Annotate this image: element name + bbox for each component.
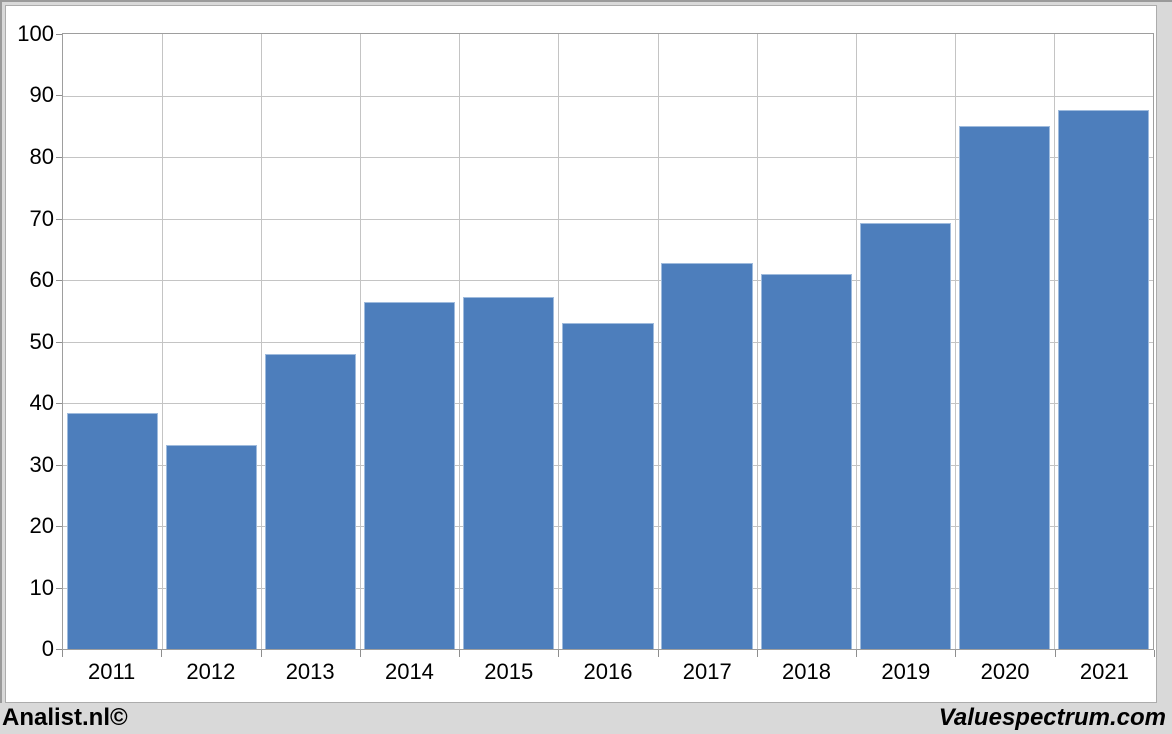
x-axis: 2011 2012 2013 2014 2015 2016 2017 2018 2019 2020… bbox=[62, 659, 1154, 685]
x-tick-mark-2 bbox=[261, 650, 262, 657]
x-tick-mark-7 bbox=[757, 650, 758, 657]
bar-slot-2019 bbox=[856, 34, 955, 649]
y-tick-label-100: 100 bbox=[17, 21, 54, 46]
h-gridline-60 bbox=[63, 280, 1153, 281]
v-gridline-1 bbox=[162, 34, 164, 649]
bar-2011 bbox=[66, 412, 159, 649]
y-tick-label-60: 60 bbox=[29, 267, 54, 292]
h-gridline-80 bbox=[63, 157, 1153, 158]
x-tick-label-2020: 2020 bbox=[980, 659, 1030, 684]
footer-strip: Analist.nl© Valuespectrum.com bbox=[0, 703, 1172, 734]
analist-credit-label: Analist.nl© bbox=[2, 704, 128, 731]
bar-slot-2014 bbox=[360, 34, 459, 649]
chart-panel: 100 90 80 70 60 50 40 30 20 10 0 2011 2012 2013 2014 2… bbox=[5, 5, 1157, 703]
v-gridline-5 bbox=[558, 34, 560, 649]
x-tick-mark-9 bbox=[955, 650, 956, 657]
plot-area bbox=[62, 33, 1154, 650]
bar-2013 bbox=[265, 354, 357, 649]
h-gridline-70 bbox=[63, 218, 1153, 220]
x-tick-mark-11 bbox=[1154, 650, 1155, 657]
bar-slot-2021 bbox=[1054, 34, 1153, 649]
bar-slot-2015 bbox=[459, 34, 558, 649]
x-tick-label-2015: 2015 bbox=[484, 659, 534, 684]
v-gridline-4 bbox=[459, 34, 461, 649]
v-gridline-8 bbox=[855, 34, 857, 649]
bar-slot-2013 bbox=[261, 34, 360, 649]
bar-2016 bbox=[562, 323, 654, 649]
x-tick-mark-1 bbox=[161, 650, 162, 657]
bar-slot-2012 bbox=[162, 34, 261, 649]
x-tick-mark-6 bbox=[658, 650, 659, 657]
bar-2014 bbox=[364, 301, 456, 649]
window-frame-left-edge bbox=[0, 0, 2, 734]
y-tick-label-80: 80 bbox=[29, 144, 54, 169]
bar-2018 bbox=[760, 273, 852, 649]
x-tick-mark-4 bbox=[459, 650, 460, 657]
x-tick-label-2012: 2012 bbox=[186, 659, 236, 684]
v-gridline-9 bbox=[954, 34, 956, 649]
y-axis: 100 90 80 70 60 50 40 30 20 10 0 bbox=[6, 23, 54, 660]
x-tick-mark-3 bbox=[360, 650, 361, 657]
v-gridline-10 bbox=[1053, 34, 1055, 649]
x-tick-mark-5 bbox=[558, 650, 559, 657]
x-tick-label-2019: 2019 bbox=[881, 659, 931, 684]
v-gridline-3 bbox=[360, 34, 362, 649]
y-tick-label-20: 20 bbox=[29, 513, 54, 538]
y-tick-mark-90 bbox=[56, 95, 62, 96]
x-tick-label-2017: 2017 bbox=[682, 659, 732, 684]
y-tick-mark-20 bbox=[56, 526, 62, 527]
x-tick-label-2013: 2013 bbox=[285, 659, 335, 684]
x-tick-label-2018: 2018 bbox=[782, 659, 832, 684]
bar-2020 bbox=[958, 126, 1050, 649]
y-tick-label-40: 40 bbox=[29, 390, 54, 415]
y-tick-label-10: 10 bbox=[29, 575, 54, 600]
y-tick-label-50: 50 bbox=[29, 329, 54, 354]
x-tick-mark-8 bbox=[856, 650, 857, 657]
bar-2015 bbox=[463, 297, 555, 649]
bar-2019 bbox=[859, 223, 951, 649]
y-tick-mark-50 bbox=[56, 342, 62, 343]
bar-slot-2020 bbox=[955, 34, 1054, 649]
x-tick-label-2014: 2014 bbox=[384, 659, 434, 684]
y-tick-mark-80 bbox=[56, 157, 62, 158]
bar-2021 bbox=[1057, 109, 1149, 649]
y-tick-mark-70 bbox=[56, 219, 62, 220]
v-gridline-7 bbox=[756, 34, 758, 649]
y-tick-mark-100 bbox=[56, 34, 62, 35]
h-gridline-90 bbox=[63, 95, 1153, 97]
x-tick-mark-0 bbox=[62, 650, 63, 657]
v-gridline-2 bbox=[261, 34, 263, 649]
x-tick-label-2011: 2011 bbox=[87, 659, 136, 684]
x-tick-label-2016: 2016 bbox=[583, 659, 633, 684]
y-tick-mark-40 bbox=[56, 403, 62, 404]
y-tick-label-90: 90 bbox=[29, 82, 54, 107]
window-frame-top-edge bbox=[0, 0, 1172, 2]
valuespectrum-credit-label: Valuespectrum.com bbox=[938, 704, 1166, 731]
bar-2012 bbox=[166, 445, 258, 649]
bar-2017 bbox=[661, 262, 753, 649]
y-tick-label-70: 70 bbox=[29, 206, 54, 231]
x-tick-mark-10 bbox=[1055, 650, 1056, 657]
v-gridline-6 bbox=[657, 34, 659, 649]
y-tick-mark-0 bbox=[56, 649, 62, 650]
y-tick-label-30: 30 bbox=[29, 452, 54, 477]
y-tick-mark-30 bbox=[56, 465, 62, 466]
bar-slot-2016 bbox=[558, 34, 657, 649]
bar-slot-2018 bbox=[757, 34, 856, 649]
y-tick-label-0: 0 bbox=[41, 636, 54, 661]
y-tick-mark-60 bbox=[56, 280, 62, 281]
bar-slot-2011 bbox=[63, 34, 162, 649]
y-tick-mark-10 bbox=[56, 588, 62, 589]
x-tick-label-2021: 2021 bbox=[1079, 659, 1129, 684]
bar-slot-2017 bbox=[658, 34, 757, 649]
